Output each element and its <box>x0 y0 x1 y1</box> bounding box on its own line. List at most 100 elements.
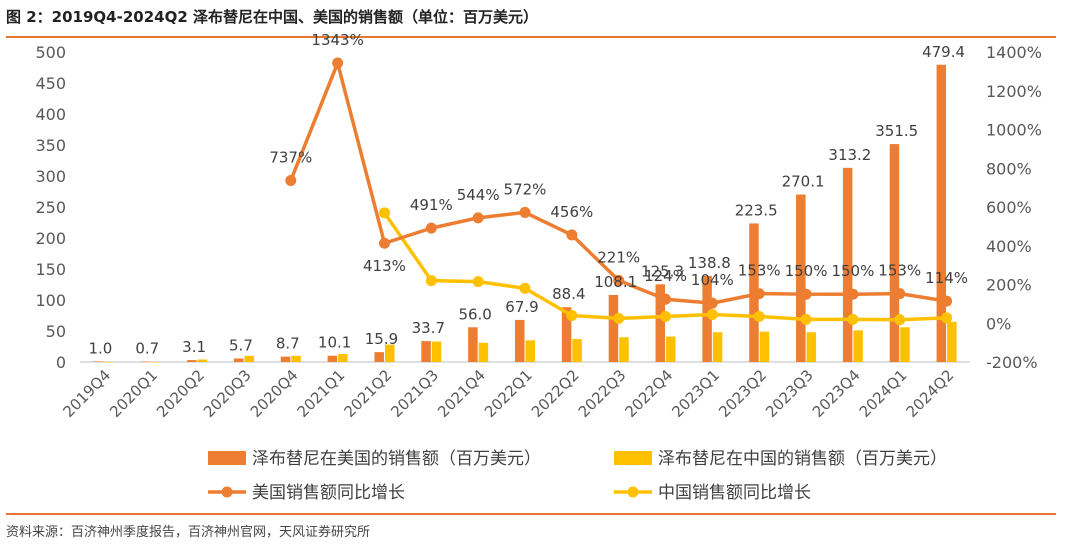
x-tick-label: 2020Q1 <box>106 366 161 421</box>
cn-growth-marker <box>425 275 437 287</box>
cn-sales-bar <box>150 362 161 363</box>
us-bar-labels: 1.0 0.7 3.1 5.7 8.7 10.1 15.9 33.7 56.0 67.9 88.4 1… <box>88 43 965 358</box>
cn-sales-bar <box>431 341 442 362</box>
y-left-tick-label: 0 <box>56 353 66 372</box>
us-growth-data-label: 150% <box>785 262 828 280</box>
y-right-tick-label: 0% <box>986 314 1011 333</box>
x-tick-label: 2020Q2 <box>153 366 208 421</box>
y-left-tick-label: 450 <box>35 74 66 93</box>
us-growth-data-label: 544% <box>457 186 500 204</box>
us-sales-bar <box>374 352 384 362</box>
us-growth-data-label: 572% <box>504 180 547 198</box>
y-right-tick-label: 1200% <box>986 82 1042 101</box>
x-tick-label: 2019Q4 <box>59 366 114 421</box>
us-growth-data-label: 737% <box>269 148 312 166</box>
x-tick-label: 2022Q2 <box>528 366 583 421</box>
legend-label: 泽布替尼在美国的销售额（百万美元） <box>252 449 541 469</box>
us-sales-bar <box>187 360 197 362</box>
x-tick-label: 2023Q1 <box>668 366 723 421</box>
cn-sales-bars <box>103 321 957 363</box>
x-tick-label: 2021Q1 <box>294 366 349 421</box>
us-sales-bar <box>608 294 619 362</box>
cn-growth-marker <box>847 313 859 325</box>
us-sales-data-label: 138.8 <box>688 254 731 272</box>
us-growth-data-label: 114% <box>925 269 968 287</box>
us-growth-data-label: 413% <box>363 257 406 275</box>
cn-growth-marker <box>613 312 625 324</box>
cn-growth-marker <box>378 207 390 219</box>
us-sales-data-label: 8.7 <box>276 335 300 353</box>
us-sales-bar <box>842 167 853 362</box>
y-left-tick-label: 350 <box>35 136 66 155</box>
us-sales-bar <box>140 361 150 363</box>
cn-growth-marker <box>941 312 953 324</box>
x-tick-label: 2021Q2 <box>340 366 395 421</box>
cn-sales-bar <box>384 344 395 362</box>
legend-swatch-marker <box>627 486 639 498</box>
us-growth-data-label: 104% <box>691 271 734 289</box>
x-tick-label: 2022Q4 <box>622 366 677 421</box>
us-sales-data-label: 1.0 <box>88 339 112 357</box>
us-growth-marker <box>894 288 906 300</box>
cn-sales-bar <box>947 321 957 362</box>
us-growth-marker <box>472 212 484 224</box>
y-right-tick-label: 200% <box>986 276 1032 295</box>
us-growth-data-label: 153% <box>738 262 781 280</box>
us-growth-marker <box>941 295 953 307</box>
us-growth-line <box>285 57 953 309</box>
x-tick-label: 2020Q4 <box>247 366 302 421</box>
x-tick-label: 2024Q1 <box>856 366 911 421</box>
us-sales-bar <box>655 284 666 362</box>
x-tick-label: 2020Q3 <box>200 366 255 421</box>
y-left-tick-label: 50 <box>46 322 66 341</box>
y-right-tick-label: 600% <box>986 198 1032 217</box>
us-growth-marker <box>566 229 578 241</box>
us-sales-data-label: 5.7 <box>229 336 253 354</box>
x-tick-label: 2022Q3 <box>575 366 630 421</box>
y-left-tick-label: 100 <box>35 291 66 310</box>
cn-sales-bar <box>525 340 535 362</box>
us-sales-bar <box>702 275 712 362</box>
us-sales-data-label: 125.3 <box>641 262 684 280</box>
us-sales-bar <box>796 194 806 362</box>
y-left-tick-label: 300 <box>35 167 66 186</box>
us-sales-data-label: 15.9 <box>365 330 398 348</box>
cn-sales-bar <box>806 332 817 362</box>
us-growth-data-label: 150% <box>831 262 874 280</box>
legend-label: 中国销售额同比增长 <box>658 483 811 503</box>
cn-growth-marker <box>519 282 531 294</box>
x-tick-label: 2021Q3 <box>387 366 442 421</box>
us-growth-labels: 737% 1343% 413% 491%544% 572%456% 221%124% 104… <box>269 31 968 289</box>
us-growth-data-label: 221% <box>597 248 640 266</box>
us-sales-bar <box>561 307 572 362</box>
legend-label: 美国销售额同比增长 <box>252 483 405 503</box>
x-tick-label: 2023Q2 <box>715 366 770 421</box>
cn-growth-marker <box>894 314 906 326</box>
cn-sales-bar <box>572 339 582 362</box>
us-sales-bar <box>936 64 947 362</box>
y-right-tick-label: 1400% <box>986 43 1042 62</box>
cn-sales-bar <box>291 355 301 362</box>
right-axis: -200% 0% 200% 400% 600% 800% 1000% 1200% 1400% <box>986 43 1042 372</box>
us-growth-marker <box>847 288 859 300</box>
us-sales-bar <box>327 355 338 362</box>
legend-swatch-bar <box>208 451 246 465</box>
us-sales-data-label: 3.1 <box>182 338 206 356</box>
us-sales-data-label: 223.5 <box>735 201 778 219</box>
y-left-tick-label: 500 <box>35 43 66 62</box>
cn-sales-bar <box>712 332 723 362</box>
figure-title: 图 2：2019Q4-2024Q2 泽布替尼在中国、美国的销售额（单位：百万美元… <box>6 8 538 26</box>
source-rule <box>6 513 1056 515</box>
y-right-tick-label: -200% <box>986 353 1038 372</box>
us-sales-data-label: 479.4 <box>922 43 965 61</box>
cn-sales-bar <box>619 337 629 362</box>
us-growth-marker <box>378 237 390 249</box>
cn-growth-marker <box>660 310 672 322</box>
us-growth-marker <box>613 274 625 286</box>
us-growth-data-label: 491% <box>410 196 453 214</box>
x-tick-label: 2023Q3 <box>762 366 817 421</box>
legend-swatch-bar <box>614 451 652 465</box>
us-growth-marker <box>753 288 765 300</box>
us-sales-data-label: 67.9 <box>505 298 538 316</box>
title-rule <box>6 36 1056 38</box>
